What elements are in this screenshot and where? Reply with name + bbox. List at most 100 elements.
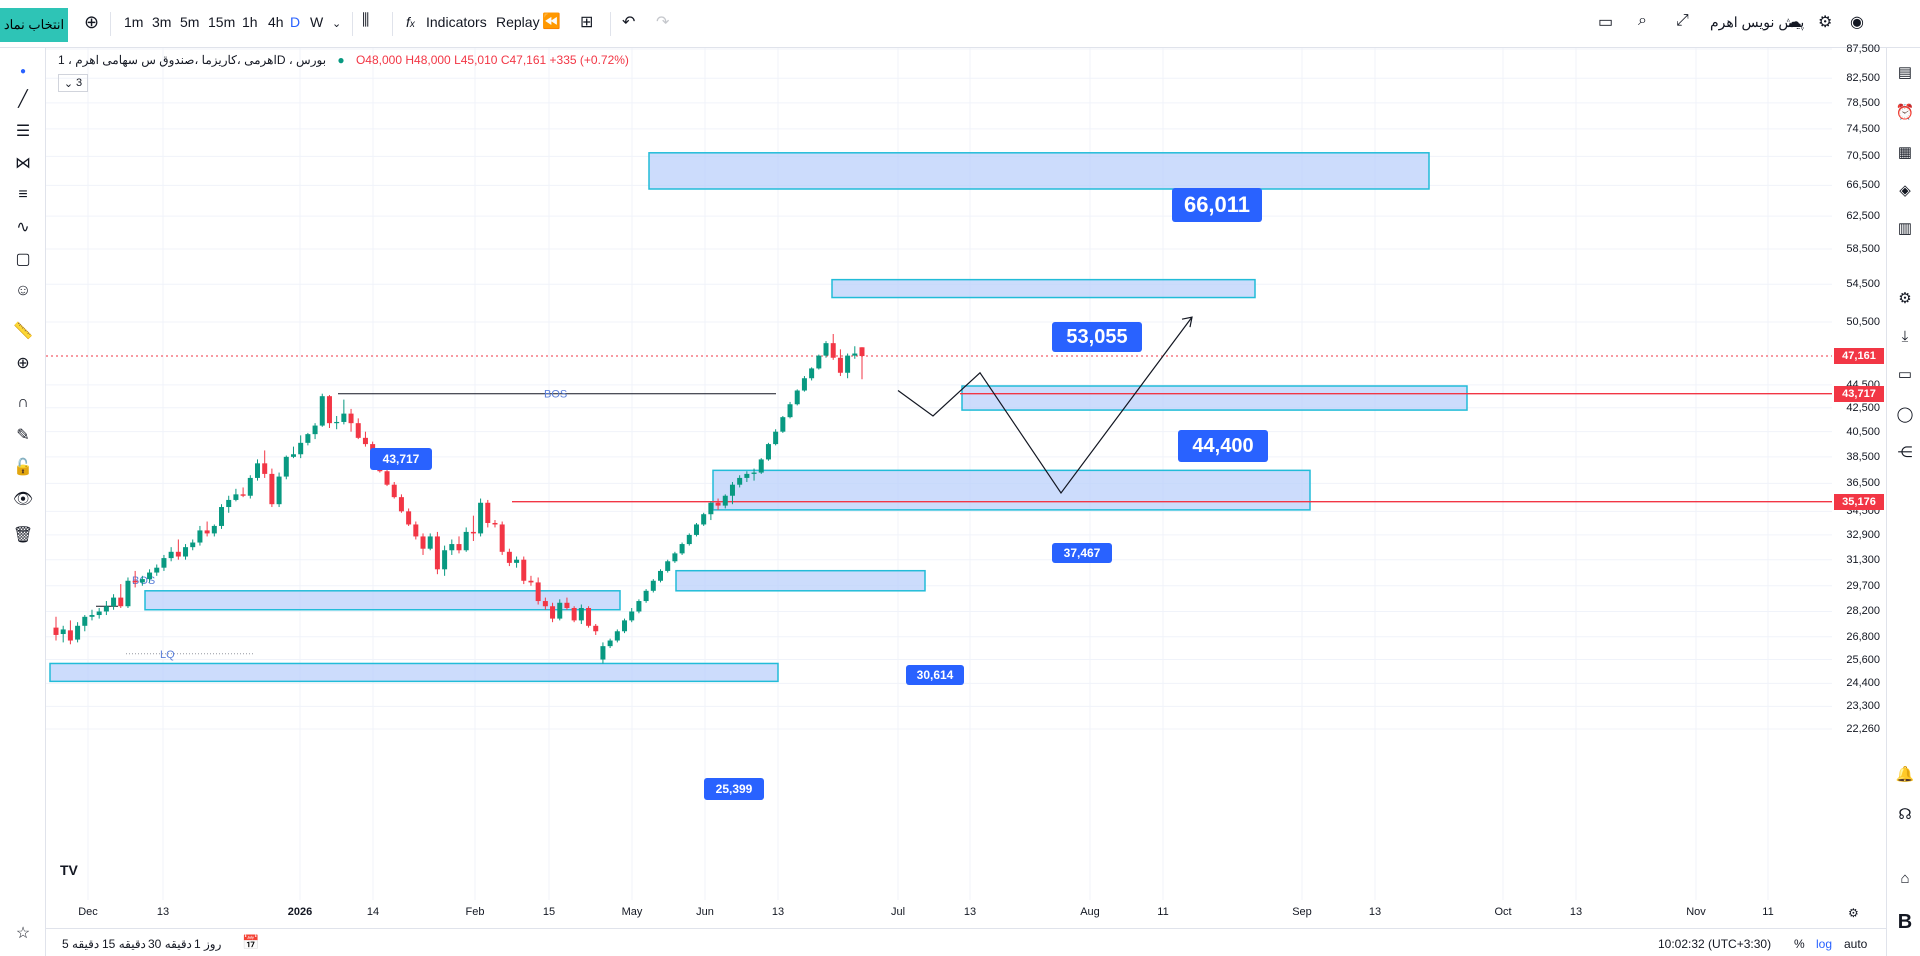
- interval-d[interactable]: D: [290, 14, 301, 30]
- notifications-icon[interactable]: 🔔: [1895, 766, 1915, 783]
- chart-canvas[interactable]: LQBOSBOS: [46, 48, 1832, 900]
- profile-icon[interactable]: ◯: [1896, 406, 1914, 423]
- indicators-icon[interactable]: fx: [406, 14, 415, 30]
- pitchfork-icon[interactable]: ⋈: [15, 155, 31, 172]
- brand-icon[interactable]: B: [1897, 910, 1913, 933]
- home-icon[interactable]: ⌂: [1900, 869, 1910, 887]
- replay-button[interactable]: Replay: [496, 14, 540, 30]
- pattern-icon[interactable]: ∿: [16, 219, 30, 236]
- emoji-icon[interactable]: ☺: [14, 282, 32, 299]
- date-range-icon[interactable]: 📅: [242, 934, 260, 950]
- eye-icon[interactable]: 👁: [12, 491, 34, 508]
- price-tick-label: 50,500: [1846, 316, 1880, 329]
- candle-body: [535, 582, 541, 602]
- range-15min[interactable]: 15 دقیقه: [102, 937, 146, 951]
- candle-body: [262, 463, 268, 474]
- indicators-toggle[interactable]: ⌄ 3: [58, 74, 88, 92]
- trash-icon[interactable]: 🗑: [12, 527, 34, 544]
- interval-3m[interactable]: 3m: [152, 14, 172, 30]
- chart-pane[interactable]: LQBOSBOS: [46, 48, 1832, 900]
- zone-price-callout[interactable]: 44,400: [1178, 430, 1268, 462]
- auto-toggle[interactable]: auto: [1844, 937, 1868, 951]
- range-5min[interactable]: 5 دقیقه: [62, 937, 100, 951]
- range-30min[interactable]: 30 دقیقه: [148, 937, 192, 951]
- bos-zone: [144, 590, 621, 611]
- quick-search-icon[interactable]: ⌕: [1638, 12, 1647, 29]
- alerts-icon[interactable]: ⏰: [1895, 104, 1915, 121]
- candle-body: [175, 551, 181, 557]
- trendline-icon[interactable]: ╱: [18, 91, 28, 108]
- lock-icon[interactable]: 🔓: [13, 459, 33, 476]
- interval-w[interactable]: W: [310, 14, 324, 30]
- lock-drawing-icon[interactable]: ✎: [16, 427, 30, 444]
- layouts-icon[interactable]: ⊞: [580, 14, 594, 31]
- interval-1m[interactable]: 1m: [124, 14, 144, 30]
- price-tick-label: 82,500: [1846, 72, 1880, 85]
- candle-body: [787, 404, 793, 418]
- time-tick-label: 2026: [287, 906, 313, 918]
- demand-zone: [49, 662, 779, 683]
- indicators-button[interactable]: Indicators: [426, 14, 487, 30]
- zone-price-callout[interactable]: 30,614: [906, 665, 964, 685]
- percent-toggle[interactable]: %: [1794, 937, 1805, 951]
- share-icon[interactable]: ⋲: [1897, 444, 1913, 461]
- zone-price-callout[interactable]: 66,011: [1172, 188, 1262, 222]
- clock-time[interactable]: 10:02:32 (UTC+3:30): [1658, 937, 1772, 951]
- fullscreen-box-icon[interactable]: ▭: [1598, 14, 1614, 31]
- candle-body: [514, 559, 520, 563]
- cloud-save-icon[interactable]: ☁: [1786, 14, 1802, 31]
- candle-body: [139, 579, 145, 583]
- favorites-star-icon[interactable]: ☆: [15, 925, 31, 942]
- interval-4h[interactable]: 4h: [268, 14, 284, 30]
- price-tick-label: 38,500: [1846, 450, 1880, 463]
- layout-name[interactable]: پیش نویس اهرم: [1710, 14, 1805, 30]
- zone-price-callout[interactable]: 53,055: [1052, 322, 1142, 352]
- magnet-icon[interactable]: ∩: [17, 394, 29, 411]
- calendar-icon[interactable]: ▥: [1897, 220, 1913, 237]
- right-sidebar: ▤ ⏰ ▦ ◈ ▥ ⚙ ⤓ ▭ ◯ ⋲ 🔔 ☊ ⌂ B: [1886, 48, 1920, 956]
- settings-icon[interactable]: ⚙: [1818, 14, 1833, 31]
- axis-settings-icon[interactable]: ⚙: [1848, 906, 1859, 920]
- watchlist-icon[interactable]: ▤: [1897, 64, 1913, 81]
- candle-body: [326, 396, 332, 424]
- support-icon[interactable]: ☊: [1898, 806, 1912, 823]
- candle-body: [233, 494, 239, 500]
- replay-icon[interactable]: ⏪: [542, 13, 561, 30]
- price-tick-label: 28,200: [1846, 605, 1880, 618]
- candle-body: [492, 522, 498, 525]
- gear-icon[interactable]: ⚙: [1898, 290, 1912, 307]
- cursor-icon[interactable]: ●: [19, 65, 27, 77]
- chart-type-icon[interactable]: ⫼: [362, 12, 370, 29]
- candle-body: [283, 456, 289, 477]
- notes-icon[interactable]: ▦: [1897, 144, 1913, 161]
- log-toggle[interactable]: log: [1816, 937, 1833, 951]
- zone-price-callout[interactable]: 37,467: [1052, 543, 1112, 563]
- add-symbol-icon[interactable]: ⊕: [84, 12, 100, 32]
- interval-1h[interactable]: 1h: [242, 14, 258, 30]
- horizontal-lines-icon[interactable]: ☰: [15, 123, 31, 140]
- candle-body: [550, 606, 556, 619]
- symbol-search-button[interactable]: انتخاب نماد: [0, 8, 68, 42]
- price-axis[interactable]: 87,500 82,500 78,500 74,500 70,500 66,500 62,5…: [1832, 43, 1886, 900]
- time-tick-label: 11: [1762, 906, 1774, 918]
- interval-5m[interactable]: 5m: [180, 14, 200, 30]
- swing-high-callout[interactable]: 43,717: [370, 448, 432, 470]
- ruler-icon[interactable]: 📏: [13, 323, 33, 340]
- card-icon[interactable]: ▭: [1897, 366, 1913, 383]
- zoom-icon[interactable]: ⊕: [16, 355, 30, 372]
- fullscreen-icon[interactable]: ⤢: [1676, 12, 1689, 29]
- fib-icon[interactable]: ≡: [18, 186, 28, 203]
- zone-price-callout[interactable]: 25,399: [704, 778, 764, 800]
- download-icon[interactable]: ⤓: [1901, 327, 1909, 345]
- legend-symbol[interactable]: اهرمی ،کاریزما ،صندوق س سهامی اهرم ، 1D …: [58, 53, 327, 67]
- redo-icon[interactable]: ↷: [656, 14, 670, 31]
- candle-body: [240, 494, 246, 496]
- range-1day[interactable]: 1 روز: [194, 937, 222, 951]
- annotation-icon[interactable]: ▢: [15, 251, 31, 268]
- camera-icon[interactable]: ◉: [1850, 14, 1864, 31]
- arrowhead: [1181, 316, 1193, 328]
- interval-15m[interactable]: 15m: [208, 14, 236, 30]
- interval-dropdown-icon[interactable]: ⌄: [332, 18, 342, 30]
- layers-icon[interactable]: ◈: [1899, 182, 1911, 199]
- undo-icon[interactable]: ↶: [622, 14, 636, 31]
